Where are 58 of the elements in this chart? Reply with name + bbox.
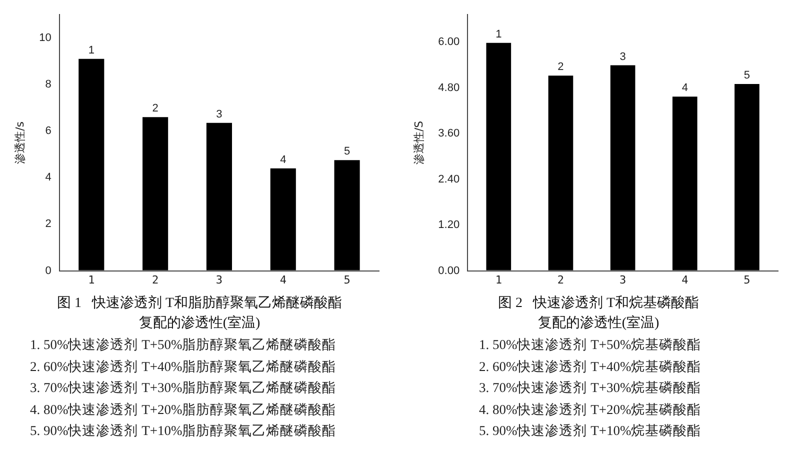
annotation: 5 <box>744 70 750 82</box>
bar <box>610 65 636 270</box>
annotation: 1 <box>496 28 502 40</box>
y-tick-label: 3.60 <box>438 128 460 140</box>
annotation: 3 <box>620 50 626 63</box>
text: 2. 60%快速渗透剂 T+40%脂肪醇聚氧乙烯醚磷酸酯 <box>30 358 338 376</box>
text: 图 1 快速渗透剂 T和脂肪醇聚氧乙烯醚磷酸酯 <box>56 294 344 313</box>
x-tick-label: 2 <box>557 273 564 286</box>
x-tick-label: 1 <box>88 273 95 286</box>
bar <box>734 84 760 270</box>
text: 4. 80%快速渗透剂 T+20%脂肪醇聚氧乙烯醚磷酸酯 <box>30 400 338 418</box>
bar <box>206 122 232 270</box>
y-tick-label: 2 <box>45 218 52 230</box>
annotation: 1 <box>88 44 94 56</box>
text: 5. 90%快速渗透剂 T+10%脂肪醇聚氧乙烯醚磷酸酯 <box>30 422 338 440</box>
x-tick-label: 3 <box>619 273 626 286</box>
y-axis-title: 渗透性/s <box>13 121 26 164</box>
y-tick-label: 0.00 <box>438 264 460 277</box>
bar <box>142 117 168 270</box>
y-axis-title: 渗透性/S <box>412 120 426 165</box>
text: 1. 50%快速渗透剂 T+50%烷基磷酸酯 <box>479 336 702 354</box>
y-tick-label: 6 <box>45 125 52 138</box>
y-tick-label: 1.20 <box>438 219 460 232</box>
x-tick-label: 4 <box>682 273 689 286</box>
text: 4. 80%快速渗透剂 T+20%烷基磷酸酯 <box>479 400 702 418</box>
annotation: 5 <box>344 146 350 158</box>
annotation: 3 <box>216 108 222 120</box>
bar <box>486 42 512 270</box>
text: 复配的渗透性(室温) <box>536 314 660 333</box>
y-tick-label: 0 <box>45 264 52 277</box>
text: 3. 70%快速渗透剂 T+30%脂肪醇聚氧乙烯醚磷酸酯 <box>30 379 338 397</box>
text: 3. 70%快速渗透剂 T+30%烷基磷酸酯 <box>479 379 702 397</box>
bar <box>334 160 360 270</box>
bar <box>270 168 296 270</box>
x-tick-label: 2 <box>152 273 159 286</box>
annotation: 4 <box>280 154 286 166</box>
x-tick-label: 3 <box>216 273 223 286</box>
text: 5. 90%快速渗透剂 T+10%烷基磷酸酯 <box>479 422 702 440</box>
annotation: 4 <box>682 82 688 94</box>
x-tick-label: 4 <box>280 273 287 286</box>
y-tick-label: 4 <box>45 172 52 184</box>
x-tick-label: 5 <box>744 273 750 286</box>
y-tick-label: 4.80 <box>438 82 460 94</box>
text: 2. 60%快速渗透剂 T+40%烷基磷酸酯 <box>479 358 702 376</box>
y-tick-label: 2.40 <box>438 173 460 186</box>
text: 1. 50%快速渗透剂 T+50%脂肪醇聚氧乙烯醚磷酸酯 <box>30 336 338 354</box>
x-tick-label: 5 <box>344 273 350 286</box>
bar <box>78 58 104 270</box>
text: 图 2 快速渗透剂 T和烷基磷酸酯 <box>496 294 700 313</box>
bar <box>672 96 698 270</box>
y-tick-label: 10 <box>39 32 52 44</box>
bar <box>548 76 574 270</box>
annotation: 2 <box>152 102 158 115</box>
y-tick-label: 6.00 <box>438 36 460 48</box>
x-tick-label: 1 <box>495 273 502 286</box>
text: 复配的渗透性(室温) <box>138 314 262 333</box>
y-tick-label: 8 <box>45 78 52 91</box>
annotation: 2 <box>558 61 564 74</box>
